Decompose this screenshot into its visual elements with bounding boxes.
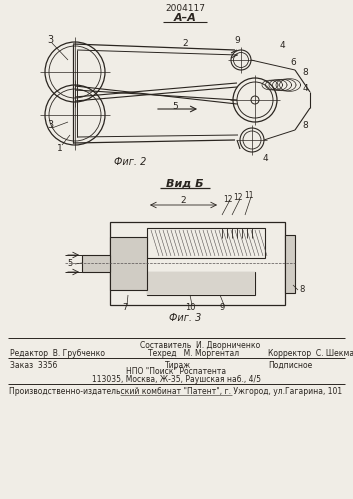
Text: 9: 9 [219, 303, 225, 312]
Text: 8: 8 [302, 120, 308, 130]
Text: 1: 1 [57, 144, 63, 153]
Text: 3: 3 [47, 35, 53, 45]
Text: Корректор  С. Шекмар: Корректор С. Шекмар [268, 348, 353, 357]
Text: 12: 12 [233, 193, 243, 202]
Text: Техред   М. Моргентал: Техред М. Моргентал [148, 348, 239, 357]
Text: 5: 5 [67, 258, 73, 267]
Bar [285, 235, 295, 293]
Text: 10: 10 [185, 303, 195, 312]
Text: 2: 2 [180, 196, 186, 205]
Text: Фиг. 3: Фиг. 3 [169, 313, 201, 323]
Text: 7: 7 [122, 303, 128, 312]
Text: 2004117: 2004117 [165, 3, 205, 12]
Text: 113035, Москва, Ж-35, Раушская наб., 4/5: 113035, Москва, Ж-35, Раушская наб., 4/5 [91, 375, 261, 384]
Text: 8: 8 [302, 67, 308, 76]
Text: 11: 11 [244, 191, 254, 200]
Bar [147, 228, 265, 258]
Text: Вид Б: Вид Б [166, 178, 204, 188]
Text: 9: 9 [234, 35, 240, 44]
Bar [110, 222, 285, 305]
Text: 2: 2 [182, 38, 188, 47]
Bar [82, 255, 110, 272]
Text: 12: 12 [223, 195, 233, 204]
Text: Редактор  В. Грубченко: Редактор В. Грубченко [10, 348, 105, 357]
Text: 4: 4 [262, 154, 268, 163]
Bar [110, 237, 147, 290]
Text: 4: 4 [302, 83, 308, 92]
Text: Производственно-издательский комбинат "Патент", г. Ужгород, ул.Гагарина, 101: Производственно-издательский комбинат "П… [10, 387, 342, 396]
Text: Фиг. 2: Фиг. 2 [114, 157, 146, 167]
Text: 3: 3 [47, 120, 53, 130]
Text: НПО "Поиск" Роспатента: НПО "Поиск" Роспатента [126, 367, 226, 377]
Text: Составитель  И. Дворниченко: Составитель И. Дворниченко [140, 340, 260, 349]
Bar [147, 272, 255, 295]
Text: А–А: А–А [174, 13, 196, 23]
Text: Подписное: Подписное [268, 360, 312, 369]
Text: 8: 8 [299, 285, 305, 294]
Bar [147, 272, 255, 295]
Text: 5: 5 [172, 101, 178, 110]
Text: Заказ  3356: Заказ 3356 [10, 360, 58, 369]
Text: Тираж: Тираж [165, 360, 191, 369]
Text: 6: 6 [290, 57, 296, 66]
Text: 4: 4 [279, 40, 285, 49]
